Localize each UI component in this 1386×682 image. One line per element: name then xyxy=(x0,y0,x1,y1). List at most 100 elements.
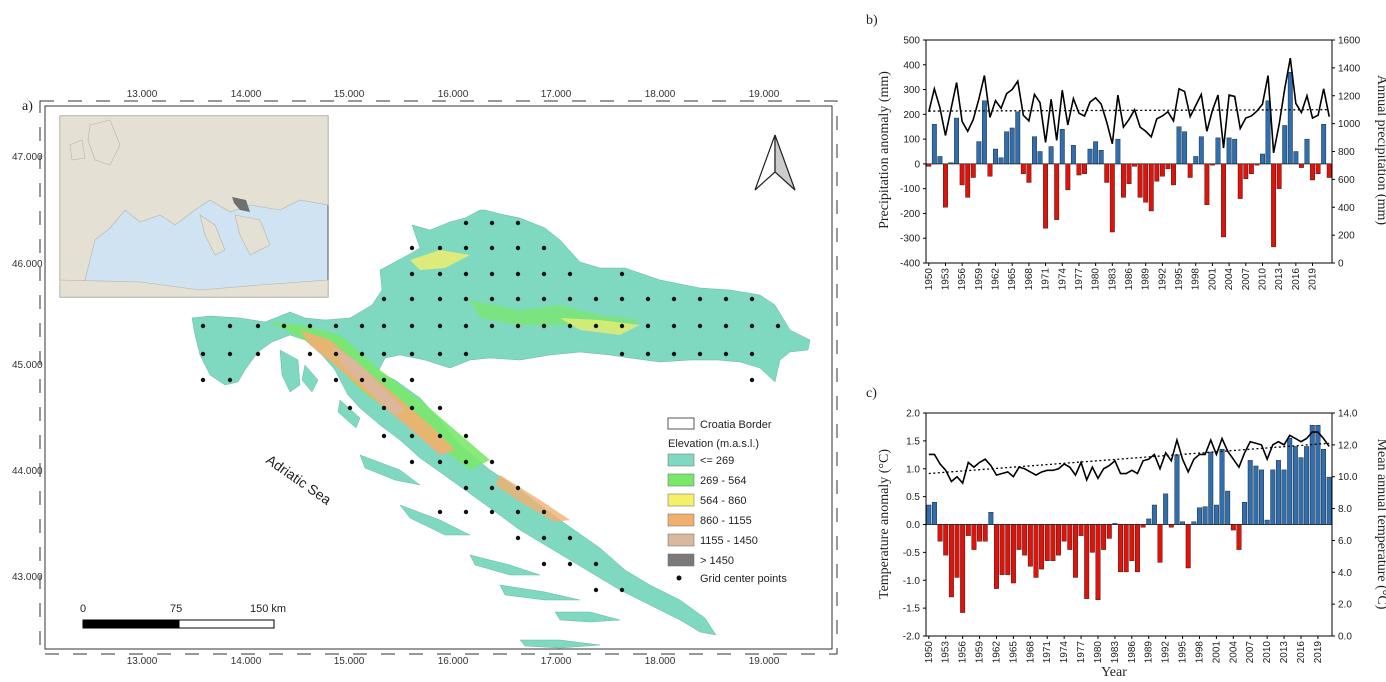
anomaly-bar xyxy=(1326,476,1332,525)
grid-point xyxy=(409,433,415,439)
precipitation-chart: b) Precipitation anomaly (mm) Annual pre… xyxy=(866,13,1386,290)
legend-swatch xyxy=(667,553,695,567)
x-tick-label: 1953 xyxy=(940,268,951,291)
anomaly-bar xyxy=(1165,163,1171,170)
map-inner-frame xyxy=(44,105,833,650)
elevation-hills xyxy=(410,250,470,270)
anomaly-bar xyxy=(1115,138,1121,165)
grid-point xyxy=(437,271,443,277)
anomaly-bar xyxy=(943,163,948,208)
anomaly-bar xyxy=(1056,524,1061,556)
anomaly-bar xyxy=(937,524,943,542)
anomaly-bar xyxy=(1225,490,1231,525)
anomaly-bar xyxy=(1146,518,1152,525)
panel-label-b: b) xyxy=(866,13,878,28)
grid-point xyxy=(437,433,443,439)
x-tick-label: 1974 xyxy=(1057,268,1068,291)
anomaly-bar xyxy=(1270,469,1276,525)
grid-point xyxy=(619,323,625,329)
x-tick-label: 2016 xyxy=(1291,268,1302,291)
lon-tick-top: 15.000 xyxy=(334,89,365,100)
legend-class-label: 269 - 564 xyxy=(700,475,746,487)
y-tick-label: 500 xyxy=(903,36,920,47)
anomaly-bar xyxy=(1213,504,1219,525)
lat-tick: 47.000 xyxy=(12,152,43,163)
elevation-south-ridge xyxy=(495,475,570,522)
x-tick-label: 2001 xyxy=(1207,268,1218,291)
anomaly-bar xyxy=(1126,163,1132,184)
lon-tick-bottom: 16.000 xyxy=(438,656,469,667)
y-tick-label: -200 xyxy=(900,209,920,220)
x-tick-label: 1980 xyxy=(1091,268,1102,291)
x-tick-label: 1980 xyxy=(1093,641,1104,664)
trend-line xyxy=(928,442,1330,475)
grid-point xyxy=(381,405,387,411)
anomaly-bar xyxy=(1039,524,1045,570)
y2-tick-label: 200 xyxy=(1338,231,1355,242)
x-tick-label: 1986 xyxy=(1127,641,1138,664)
x-tick-label: 2007 xyxy=(1245,641,1256,664)
grid-point xyxy=(567,535,573,541)
scale-segment-white xyxy=(178,619,275,629)
grid-point xyxy=(567,271,573,277)
grid-point xyxy=(409,271,415,277)
anomaly-bar xyxy=(1310,163,1315,181)
anomaly-bar xyxy=(1304,138,1310,165)
lon-tick-bottom: 18.000 xyxy=(645,656,676,667)
y-tick-label: -0.5 xyxy=(903,548,921,559)
anomaly-bar xyxy=(1304,446,1310,525)
y-tick-label: -2.0 xyxy=(903,632,921,643)
anomaly-bar xyxy=(993,148,998,165)
anomaly-bar xyxy=(1309,425,1315,525)
y-tick-label: -1.0 xyxy=(903,576,921,587)
lon-tick-top: 13.000 xyxy=(127,89,158,100)
grid-point xyxy=(749,351,755,357)
grid-point xyxy=(619,296,625,302)
grid-point xyxy=(409,245,415,251)
anomaly-bar xyxy=(1237,163,1243,199)
x-tick-label: 2007 xyxy=(1241,268,1252,291)
legend-class-label: 1155 - 1450 xyxy=(700,535,758,547)
grid-point xyxy=(409,459,415,465)
anomaly-bar xyxy=(1070,145,1076,165)
grid-point xyxy=(333,377,339,383)
x-tick-label: 2013 xyxy=(1274,268,1285,291)
x-tick-label: 1977 xyxy=(1076,641,1087,664)
anomaly-bar xyxy=(1321,124,1327,165)
grid-point xyxy=(567,323,573,329)
legend-point-swatch xyxy=(676,575,682,581)
scale-bar: 0 75 150 km xyxy=(80,603,286,629)
y2-tick-label: 400 xyxy=(1338,203,1355,214)
plot-frame xyxy=(925,39,1333,264)
anomaly-bar xyxy=(1022,524,1028,556)
anomaly-bar xyxy=(931,124,937,165)
legend-class-label: <= 269 xyxy=(700,455,734,467)
anomaly-bar xyxy=(1230,524,1236,531)
annual-line xyxy=(928,57,1331,154)
y-axis-label-b: Precipitation anomaly (mm) xyxy=(877,71,892,229)
anomaly-bar xyxy=(1293,151,1299,165)
y-tick-label: 0.5 xyxy=(906,492,920,503)
grid-point xyxy=(515,271,521,277)
anomaly-bar xyxy=(1137,163,1143,198)
grid-point xyxy=(541,296,547,302)
x-axis-label-c: Year xyxy=(1101,665,1127,680)
anomaly-bar xyxy=(926,504,932,525)
elevation-ridge xyxy=(330,345,405,415)
anomaly-bar xyxy=(976,141,982,165)
anomaly-bar xyxy=(982,524,988,542)
anomaly-bar xyxy=(948,524,954,598)
anomaly-bar xyxy=(1193,156,1199,165)
grid-point xyxy=(775,323,781,329)
anomaly-bar xyxy=(1151,504,1157,525)
anomaly-bar xyxy=(1106,524,1112,539)
anomaly-bar xyxy=(971,524,977,550)
plot-area-c: 2.0 1.5 1.0 0.5 0.0 -0.5 -1.0 -1.5 -2.0 14.0 12.0 1… xyxy=(903,409,1358,664)
grid-point xyxy=(541,271,547,277)
grid-point xyxy=(749,377,755,383)
grid-point xyxy=(409,296,415,302)
y-tick-label: 2.0 xyxy=(906,409,920,420)
grid-point xyxy=(619,271,625,277)
anomaly-bar xyxy=(1298,163,1304,168)
